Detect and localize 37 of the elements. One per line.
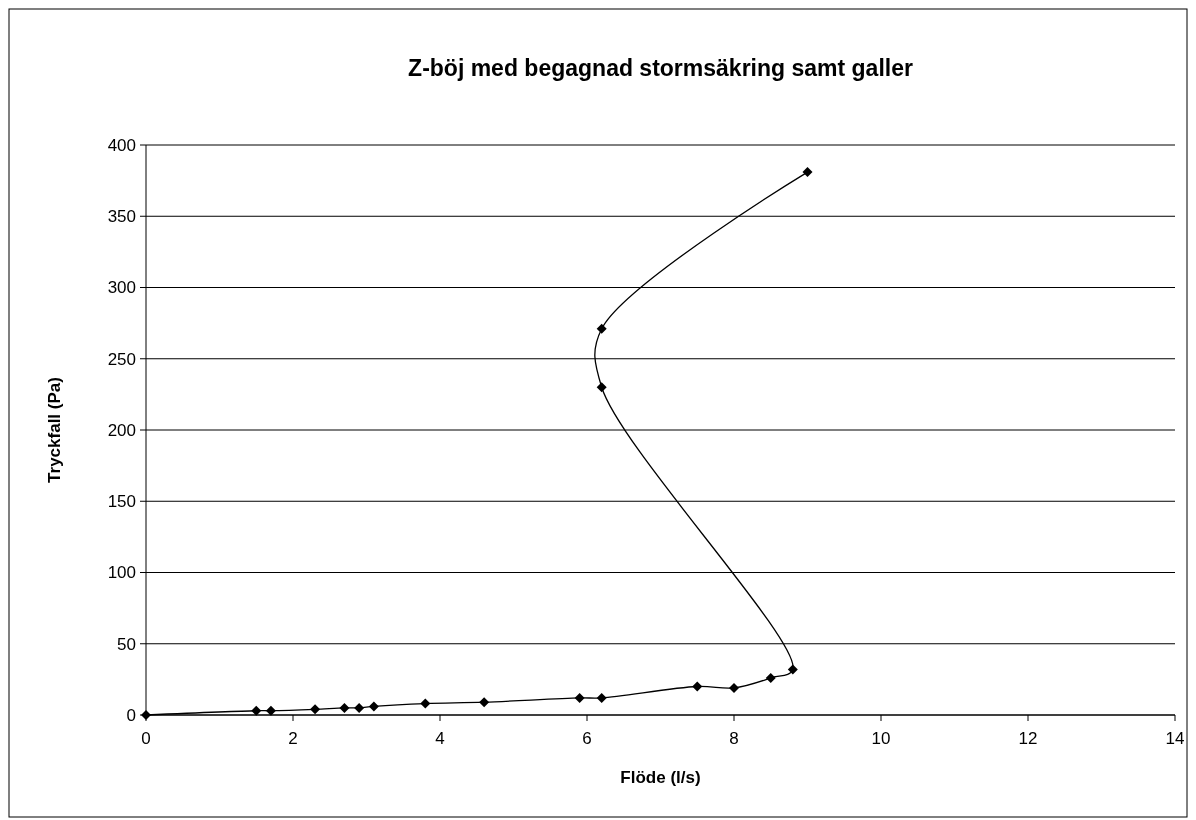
point <box>802 167 813 178</box>
x-tick-label: 6 <box>582 729 592 748</box>
y-tick-label: 350 <box>107 207 136 227</box>
point <box>265 705 276 716</box>
point <box>420 698 431 709</box>
x-tick-label: 2 <box>288 729 298 748</box>
point <box>574 692 585 703</box>
point <box>251 705 262 716</box>
y-axis-title: Tryckfall (Pa) <box>45 377 64 483</box>
x-tick-label: 12 <box>1018 729 1038 748</box>
y-tick-label: 200 <box>107 420 136 440</box>
point <box>339 702 350 713</box>
x-tick-label: 14 <box>1165 729 1185 748</box>
point <box>354 702 365 713</box>
y-tick-label: 150 <box>107 492 136 512</box>
chart-title: Z-böj med begagnad stormsäkring samt galler <box>408 55 913 81</box>
point <box>310 704 321 715</box>
point <box>479 697 490 708</box>
x-tick-label: 0 <box>141 729 151 748</box>
point <box>596 382 607 393</box>
point <box>596 692 607 703</box>
point <box>787 664 798 675</box>
point <box>692 681 703 692</box>
y-tick-label: 0 <box>126 705 136 725</box>
y-tick-label: 300 <box>107 278 136 298</box>
x-axis-title: Flöde (l/s) <box>620 768 701 787</box>
point <box>729 682 739 693</box>
y-tick-label: 400 <box>107 135 136 155</box>
point <box>596 323 607 334</box>
y-tick-label: 250 <box>107 349 136 369</box>
x-tick-label: 10 <box>871 729 891 748</box>
x-tick-label: 4 <box>435 729 445 748</box>
point <box>368 701 379 712</box>
y-tick-label: 50 <box>117 634 136 654</box>
x-tick-label: 8 <box>729 729 739 748</box>
y-tick-label: 100 <box>107 563 136 583</box>
point <box>765 672 776 683</box>
